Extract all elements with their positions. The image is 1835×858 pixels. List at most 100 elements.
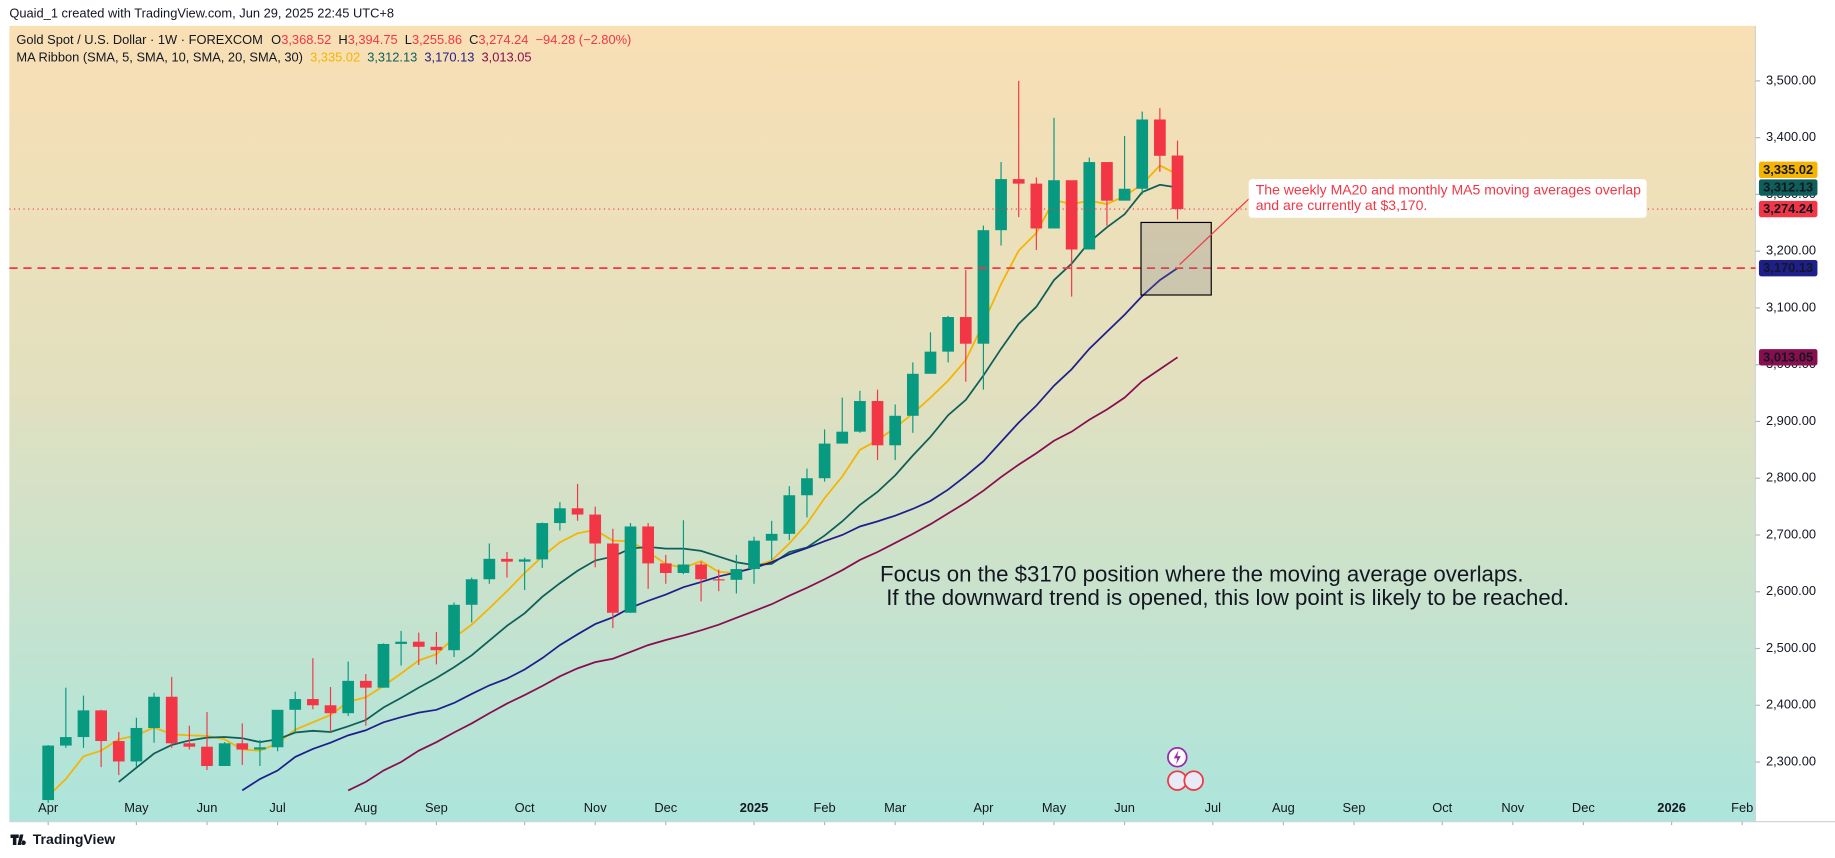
candle-body — [148, 696, 160, 728]
candle-body — [924, 351, 937, 374]
candle-body — [1030, 183, 1043, 229]
candle-body — [1154, 119, 1166, 156]
candle-body — [501, 558, 513, 562]
candle-body — [112, 741, 125, 762]
candle-body — [183, 743, 196, 747]
candle-body — [1065, 180, 1078, 250]
candle-body — [889, 415, 902, 446]
candle-body — [712, 579, 725, 581]
candle-body — [289, 699, 302, 710]
candle-body — [748, 540, 760, 570]
x-tick-label: Jul — [269, 800, 285, 815]
callout-text: and are currently at $3,170. — [1256, 197, 1428, 213]
candle-body — [730, 569, 743, 580]
x-tick-label: Dec — [1572, 800, 1595, 815]
ma-legend-value: 3,013.05 — [482, 50, 532, 65]
x-tick-label: Aug — [354, 800, 377, 815]
ma-legend-value: 3,312.13 — [367, 50, 417, 65]
callout-pointer — [1179, 198, 1250, 265]
y-tick-label: 2,500.00 — [1766, 640, 1816, 655]
price-tag — [1758, 349, 1818, 366]
candle-body — [959, 317, 972, 344]
x-tick-label: Sep — [1343, 800, 1366, 815]
candle-body — [77, 710, 90, 738]
candle-body — [236, 743, 249, 750]
x-tick-label: Oct — [1432, 800, 1452, 815]
candle-body — [324, 705, 337, 714]
price-tag — [1758, 179, 1818, 196]
candle-body — [589, 514, 602, 544]
candle-body — [871, 401, 884, 446]
candle-body — [554, 508, 566, 524]
x-tick-label: 2026 — [1657, 800, 1686, 815]
ma-legend-value: 3,170.13 — [424, 50, 474, 65]
candle-body — [254, 747, 266, 750]
candle-body — [412, 641, 425, 647]
candle-body — [1048, 180, 1060, 229]
candle-body — [765, 533, 778, 541]
candle-body — [854, 401, 866, 432]
ma-line — [347, 356, 1179, 792]
ohlc-key: O — [271, 32, 281, 47]
x-tick-label: 2025 — [740, 800, 769, 815]
callout-text: The weekly MA20 and monthly MA5 moving a… — [1256, 182, 1641, 198]
candle-body — [571, 508, 584, 515]
candle-body — [130, 727, 143, 762]
x-tick-label: May — [1042, 800, 1067, 815]
candle-body — [483, 558, 496, 580]
event-icon[interactable] — [1183, 770, 1204, 791]
ohlc-key: L — [405, 32, 412, 47]
credit: Quaid_1 created with TradingView.com, Ju… — [9, 6, 394, 21]
ohlc-key: C — [469, 32, 478, 47]
candle-body — [201, 746, 213, 767]
candle-body — [536, 523, 549, 560]
candle-body — [783, 495, 796, 534]
ohlc-key: H — [338, 32, 347, 47]
candle-body — [677, 564, 690, 574]
candle-body — [218, 743, 231, 767]
note-text: If the downward trend is opened, this lo… — [880, 585, 1569, 610]
candle-body — [377, 643, 390, 688]
x-tick-label: Oct — [515, 800, 535, 815]
price-tag-label: 3,013.05 — [1763, 349, 1813, 364]
x-tick-label: Apr — [38, 800, 59, 815]
price-tag-label: 3,312.13 — [1763, 180, 1813, 195]
candle-body — [642, 526, 654, 564]
y-tick-label: 2,600.00 — [1766, 583, 1816, 598]
x-tick-label: Feb — [814, 800, 836, 815]
candle-body — [307, 699, 319, 706]
candle-body — [342, 680, 355, 714]
candle-body — [1171, 155, 1184, 210]
candle-body — [430, 646, 443, 651]
candle-body — [95, 710, 107, 742]
change: −94.28 (−2.80%) — [536, 32, 632, 47]
price-tag-label: 3,170.13 — [1763, 260, 1813, 275]
event-icon-glyph — [1173, 750, 1181, 765]
ohlc-value: 3,255.86 — [412, 32, 462, 47]
x-tick-label: Aug — [1272, 800, 1295, 815]
x-tick-label: Jun — [197, 800, 218, 815]
footer-brand: TradingView — [33, 831, 115, 847]
candle-body — [518, 559, 531, 562]
candle-body — [448, 604, 460, 651]
candle-body — [1118, 188, 1131, 201]
x-tick-label: Jul — [1205, 800, 1221, 815]
indicator-legend: MA Ribbon (SMA, 5, SMA, 10, SMA, 20, SMA… — [16, 50, 531, 65]
ma-line — [241, 267, 1179, 792]
x-tick-label: Feb — [1731, 800, 1753, 815]
candle-body — [42, 745, 55, 801]
y-tick-label: 2,900.00 — [1766, 413, 1816, 428]
candle-body — [818, 443, 831, 479]
ohlc-value: 3,274.24 — [478, 32, 528, 47]
candle-body — [1083, 162, 1096, 250]
symbol-title: Gold Spot / U.S. Dollar · 1W · FOREXCOM — [16, 32, 263, 47]
y-tick-label: 3,100.00 — [1766, 299, 1816, 314]
x-tick-label: Nov — [584, 800, 607, 815]
candle-body — [695, 564, 707, 580]
candle-body — [395, 641, 407, 644]
price-tag — [1758, 161, 1818, 179]
y-tick-label: 2,800.00 — [1766, 470, 1816, 485]
note-text: Focus on the $3170 position where the mo… — [880, 562, 1524, 587]
ma-legend-value: 3,335.02 — [310, 50, 360, 65]
